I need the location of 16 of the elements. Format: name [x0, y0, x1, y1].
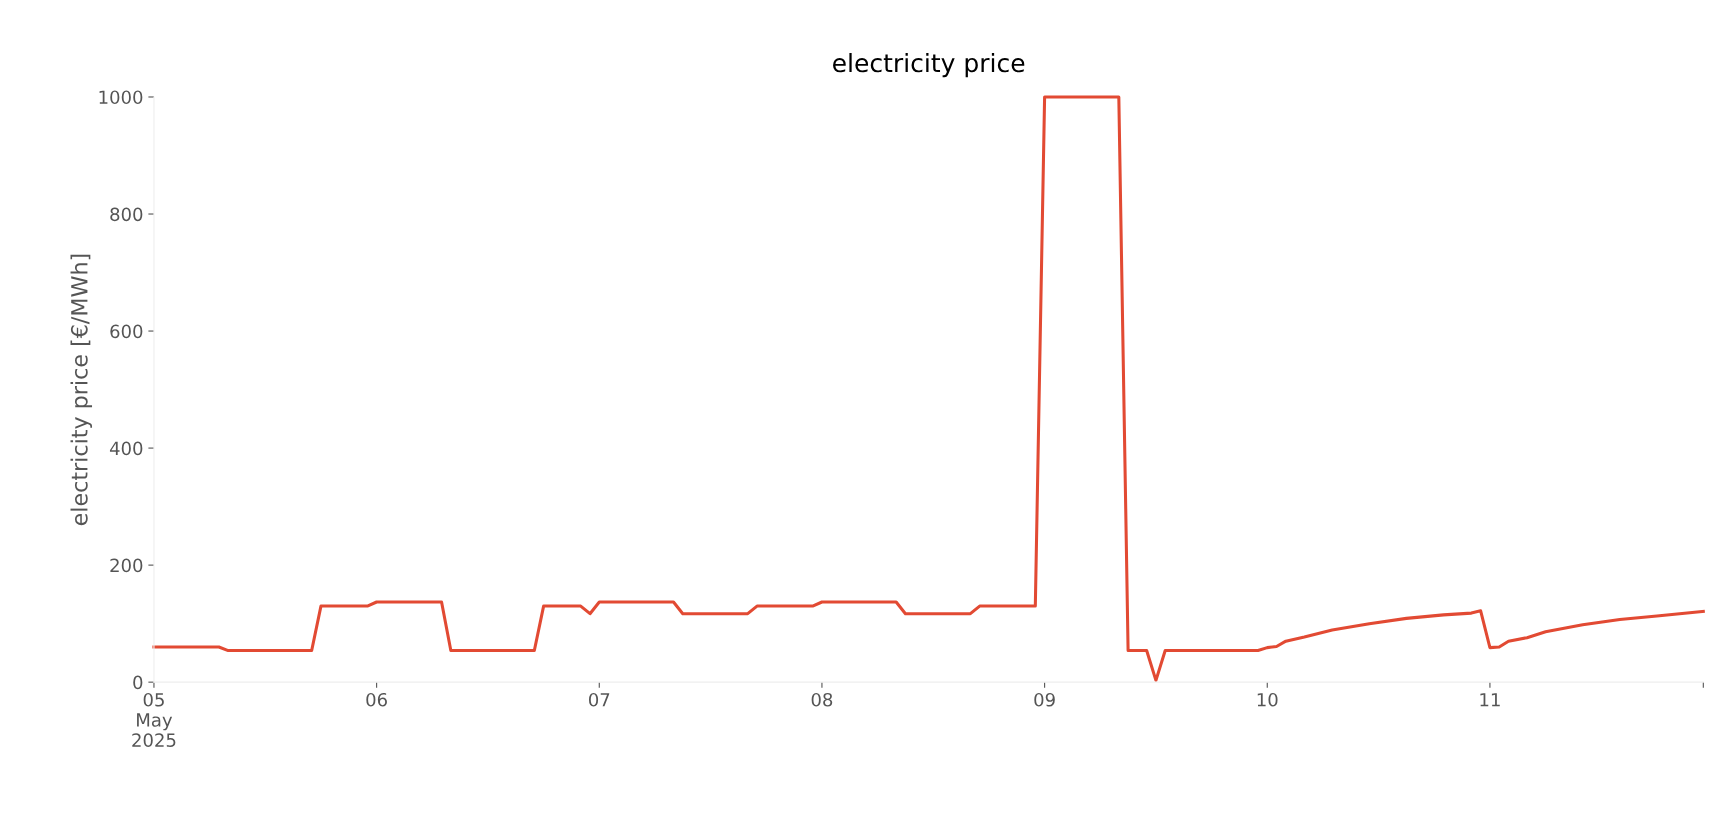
x-tick-label: 07: [588, 692, 610, 707]
x-tick-label: 11: [1480, 693, 1500, 707]
y-tick-label: 1000: [99, 90, 143, 105]
x-tick-label: 05 May 2025: [132, 692, 176, 747]
x-tick-label: 10: [1257, 692, 1278, 707]
x-tick-label: 06: [366, 692, 387, 707]
y-tick-label: 200: [110, 558, 143, 573]
y-tick-label: 0: [133, 675, 143, 690]
line-series: [152, 95, 1705, 682]
y-tick-label: 800: [110, 207, 143, 222]
x-tick-label: 09: [1034, 692, 1055, 707]
y-axis-title: electricity price [€/MWh]: [70, 254, 93, 526]
y-tick-label: 400: [109, 441, 143, 456]
x-tick-label: 08: [811, 692, 833, 707]
y-tick-label: 600: [110, 324, 143, 339]
chart-title: electricity price: [833, 52, 1025, 78]
